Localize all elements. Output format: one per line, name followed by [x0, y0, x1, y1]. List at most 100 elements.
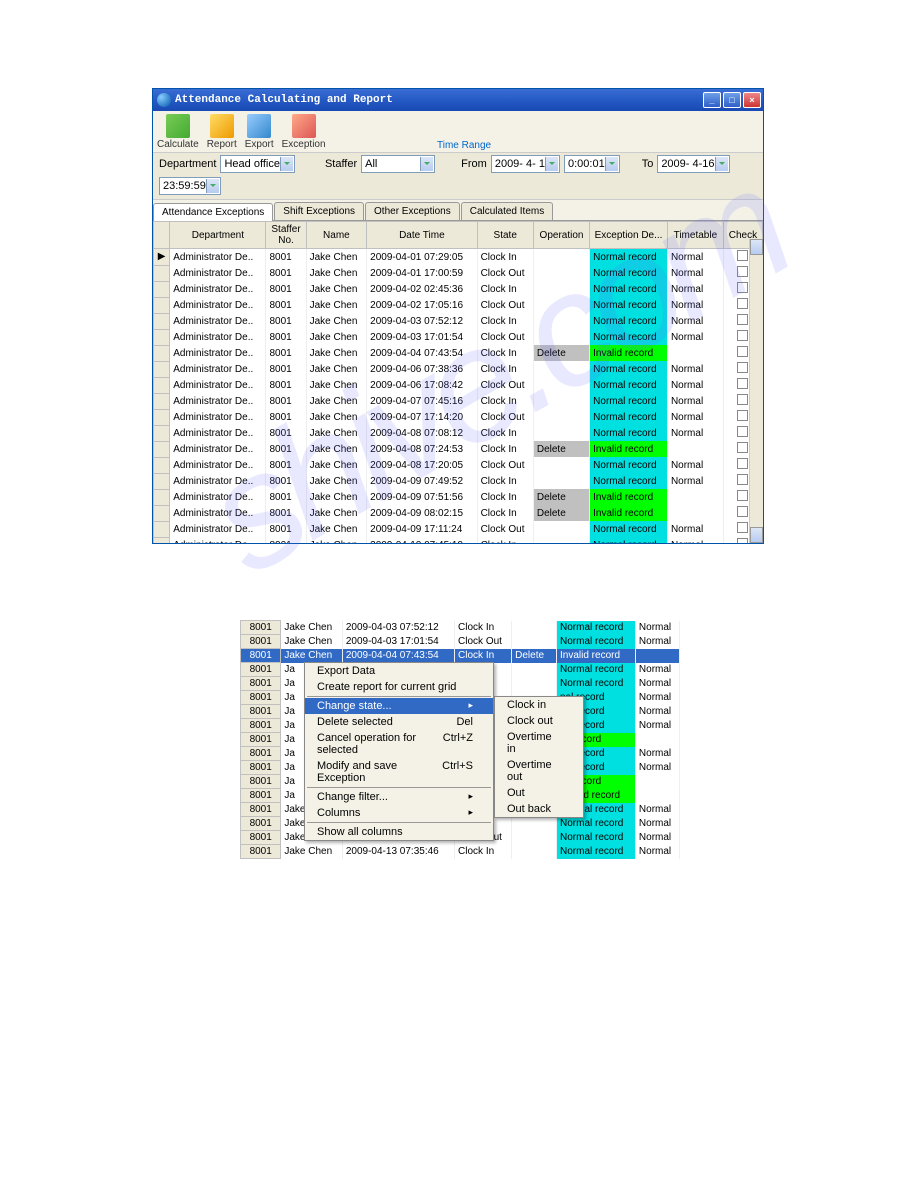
table-row[interactable]: Administrator De..8001Jake Chen2009-04-0…: [154, 329, 763, 345]
check-box[interactable]: [737, 266, 748, 277]
column-header[interactable]: Timetable: [667, 222, 723, 249]
check-box[interactable]: [737, 442, 748, 453]
export-button[interactable]: Export: [245, 114, 274, 150]
check-box[interactable]: [737, 250, 748, 261]
table-row[interactable]: Administrator De..8001Jake Chen2009-04-0…: [154, 297, 763, 313]
check-box[interactable]: [737, 378, 748, 389]
tab-calculated-items[interactable]: Calculated Items: [461, 202, 553, 220]
close-button[interactable]: ×: [743, 92, 761, 108]
staffer-combo[interactable]: All: [361, 155, 435, 173]
column-header[interactable]: Staffer No.: [266, 222, 306, 249]
table-row[interactable]: Administrator De..8001Jake Chen2009-04-0…: [154, 345, 763, 361]
maximize-button[interactable]: □: [723, 92, 741, 108]
table-row[interactable]: Administrator De..8001Jake Chen2009-04-0…: [154, 521, 763, 537]
menu-modify-save[interactable]: Modify and save ExceptionCtrl+S: [305, 758, 493, 786]
check-box[interactable]: [737, 394, 748, 405]
submenu-clock-out[interactable]: Clock out: [495, 713, 583, 729]
to-label: To: [642, 158, 654, 170]
vertical-scrollbar[interactable]: [749, 239, 763, 543]
report-button[interactable]: Report: [207, 114, 237, 150]
context-menu[interactable]: Export Data Create report for current gr…: [304, 662, 494, 841]
time-range-label: Time Range: [437, 140, 491, 151]
report-icon: [210, 114, 234, 138]
table-row[interactable]: 8001Jake Chen2009-04-03 17:01:54Clock Ou…: [241, 635, 680, 649]
tab-other-exceptions[interactable]: Other Exceptions: [365, 202, 460, 220]
table-row[interactable]: Administrator De..8001Jake Chen2009-04-0…: [154, 265, 763, 281]
attendance-grid[interactable]: DepartmentStaffer No.NameDate TimeStateO…: [153, 221, 763, 543]
table-row[interactable]: ▶Administrator De..8001Jake Chen2009-04-…: [154, 249, 763, 266]
column-header[interactable]: Operation: [533, 222, 589, 249]
app-icon: [157, 93, 171, 107]
check-box[interactable]: [737, 474, 748, 485]
check-box[interactable]: [737, 506, 748, 517]
to-date[interactable]: 2009- 4-16: [657, 155, 729, 173]
submenu-out-back[interactable]: Out back: [495, 801, 583, 817]
submenu-out[interactable]: Out: [495, 785, 583, 801]
context-submenu[interactable]: Clock inClock outOvertime inOvertime out…: [494, 696, 584, 818]
check-box[interactable]: [737, 410, 748, 421]
menu-cancel-operation[interactable]: Cancel operation for selectedCtrl+Z: [305, 730, 493, 758]
table-row[interactable]: Administrator De..8001Jake Chen2009-04-0…: [154, 489, 763, 505]
table-row[interactable]: Administrator De..8001Jake Chen2009-04-0…: [154, 377, 763, 393]
table-row[interactable]: Administrator De..8001Jake Chen2009-04-0…: [154, 457, 763, 473]
tab-attendance-exceptions[interactable]: Attendance Exceptions: [153, 203, 273, 221]
table-row[interactable]: Administrator De..8001Jake Chen2009-04-0…: [154, 409, 763, 425]
menu-change-state[interactable]: Change state...: [305, 698, 493, 714]
submenu-clock-in[interactable]: Clock in: [495, 697, 583, 713]
dept-combo[interactable]: Head office: [220, 155, 294, 173]
table-row[interactable]: 8001Jake Chen2009-04-03 07:52:12Clock In…: [241, 621, 680, 635]
check-box[interactable]: [737, 458, 748, 469]
table-row[interactable]: Administrator De..8001Jake Chen2009-04-0…: [154, 473, 763, 489]
from-label: From: [461, 158, 487, 170]
to-time[interactable]: 23:59:59: [159, 177, 221, 195]
check-box[interactable]: [737, 490, 748, 501]
table-row[interactable]: Administrator De..8001Jake Chen2009-04-0…: [154, 393, 763, 409]
column-header[interactable]: State: [477, 222, 533, 249]
table-row[interactable]: Administrator De..8001Jake Chen2009-04-0…: [154, 441, 763, 457]
menu-separator: [307, 787, 491, 788]
check-box[interactable]: [737, 538, 748, 543]
window-title: Attendance Calculating and Report: [175, 94, 701, 106]
menu-separator: [307, 696, 491, 697]
check-box[interactable]: [737, 346, 748, 357]
exception-button[interactable]: Exception: [282, 114, 326, 150]
check-box[interactable]: [737, 314, 748, 325]
table-row[interactable]: Administrator De..8001Jake Chen2009-04-0…: [154, 425, 763, 441]
menu-show-all-columns[interactable]: Show all columns: [305, 824, 493, 840]
table-row[interactable]: Administrator De..8001Jake Chen2009-04-0…: [154, 281, 763, 297]
from-time[interactable]: 0:00:01: [564, 155, 620, 173]
submenu-overtime-in[interactable]: Overtime in: [495, 729, 583, 757]
table-row[interactable]: Administrator De..8001Jake Chen2009-04-0…: [154, 505, 763, 521]
table-row[interactable]: Administrator De..8001Jake Chen2009-04-0…: [154, 361, 763, 377]
menu-columns[interactable]: Columns: [305, 805, 493, 821]
check-box[interactable]: [737, 522, 748, 533]
tab-shift-exceptions[interactable]: Shift Exceptions: [274, 202, 364, 220]
check-box[interactable]: [737, 298, 748, 309]
check-box[interactable]: [737, 426, 748, 437]
check-box[interactable]: [737, 362, 748, 373]
menu-create-report[interactable]: Create report for current grid: [305, 679, 493, 695]
column-header[interactable]: Name: [306, 222, 367, 249]
tab-strip: Attendance ExceptionsShift ExceptionsOth…: [153, 200, 763, 221]
table-row[interactable]: 8001Jake Chen2009-04-04 07:43:54Clock In…: [241, 649, 680, 663]
calculate-button[interactable]: Calculate: [157, 114, 199, 150]
exception-icon: [292, 114, 316, 138]
check-box[interactable]: [737, 330, 748, 341]
filter-bar: Time Range Department Head office Staffe…: [153, 153, 763, 200]
table-row[interactable]: 8001Jake Chen2009-04-13 07:35:46Clock In…: [241, 845, 680, 859]
check-box[interactable]: [737, 282, 748, 293]
menu-change-filter[interactable]: Change filter...: [305, 789, 493, 805]
column-header[interactable]: Date Time: [367, 222, 477, 249]
submenu-overtime-out[interactable]: Overtime out: [495, 757, 583, 785]
menu-delete-selected[interactable]: Delete selectedDel: [305, 714, 493, 730]
table-row[interactable]: Administrator De..8001Jake Chen2009-04-0…: [154, 313, 763, 329]
from-date[interactable]: 2009- 4- 1: [491, 155, 560, 173]
minimize-button[interactable]: _: [703, 92, 721, 108]
column-header[interactable]: Exception De...: [590, 222, 668, 249]
dept-label: Department: [159, 158, 216, 170]
menu-export-data[interactable]: Export Data: [305, 663, 493, 679]
column-header[interactable]: [154, 222, 170, 249]
table-row[interactable]: Administrator De..8001Jake Chen2009-04-1…: [154, 537, 763, 543]
column-header[interactable]: Department: [170, 222, 266, 249]
grid-container: DepartmentStaffer No.NameDate TimeStateO…: [153, 221, 763, 543]
